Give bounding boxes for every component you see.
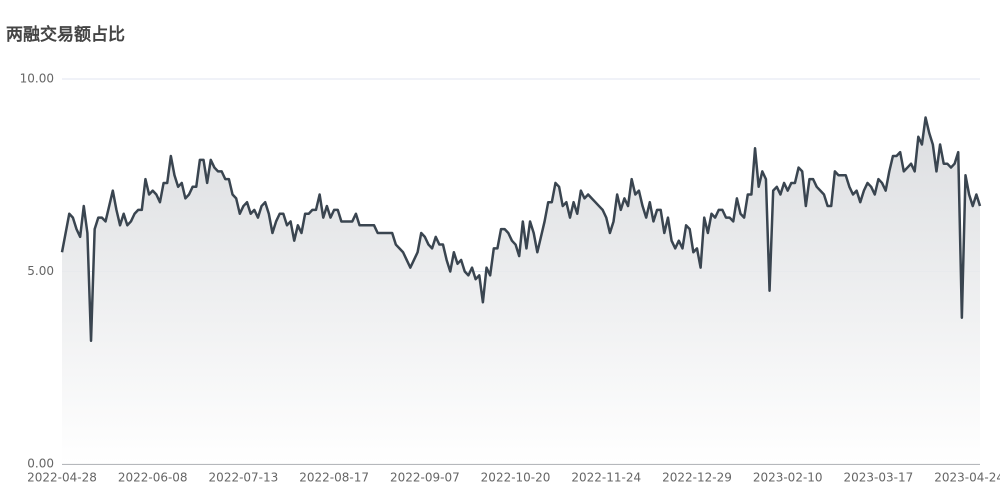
x-tick-label: 2022-11-24 bbox=[571, 471, 641, 485]
y-tick-label: 0.00 bbox=[27, 457, 54, 471]
chart-title: 两融交易额占比 bbox=[6, 25, 125, 45]
x-tick-label: 2022-09-07 bbox=[390, 471, 460, 485]
y-tick-label: 10.00 bbox=[20, 72, 54, 86]
line bbox=[60, 116, 982, 343]
x-tick-label: 2022-04-28 bbox=[27, 471, 97, 485]
area bbox=[62, 117, 980, 464]
x-tick-label: 2023-03-17 bbox=[844, 471, 914, 485]
x-tick-label: 2023-02-10 bbox=[753, 471, 823, 485]
x-tick-label: 2022-08-17 bbox=[299, 471, 369, 485]
x-tick-label: 2022-06-08 bbox=[118, 471, 188, 485]
x-tick-label: 2023-04-24 bbox=[934, 471, 1000, 485]
y-tick-label: 5.00 bbox=[27, 264, 54, 278]
x-tick-label: 2022-12-29 bbox=[662, 471, 732, 485]
x-tick-label: 2022-07-13 bbox=[209, 471, 279, 485]
x-tick-label: 2022-10-20 bbox=[481, 471, 551, 485]
